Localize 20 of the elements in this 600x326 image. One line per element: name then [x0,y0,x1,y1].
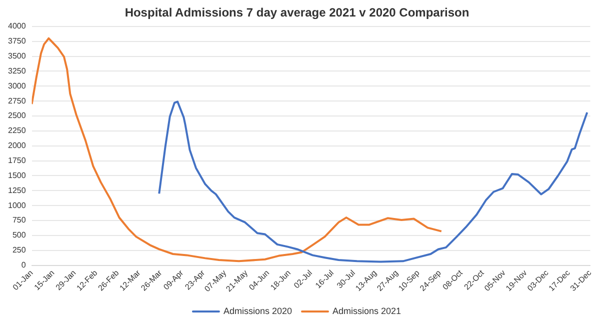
y-tick-label: 1000 [8,200,26,210]
y-tick-label: 3750 [8,36,26,46]
y-tick-label: 3000 [8,81,26,90]
y-tick-label: 750 [12,216,26,225]
y-tick-label: 1250 [8,186,26,195]
y-tick-label: 250 [12,246,26,255]
legend-label: Admissions 2020 [223,306,292,316]
y-tick-label: 500 [12,230,26,240]
y-tick-label: 4000 [8,22,26,31]
y-tick-label: 2500 [8,111,26,120]
y-tick-label: 3500 [8,51,26,60]
y-tick-label: 2000 [8,141,26,150]
y-tick-label: 1750 [8,156,26,166]
y-tick-label: 3250 [8,66,26,76]
legend-label: Admissions 2021 [332,306,402,316]
y-tick-label: 0 [21,260,26,270]
y-tick-label: 1500 [8,170,26,180]
y-tick-label: 2750 [8,96,26,106]
chart-title: Hospital Admissions 7 day average 2021 v 2020 Comparison [124,6,470,20]
y-tick-label: 2250 [8,126,26,136]
